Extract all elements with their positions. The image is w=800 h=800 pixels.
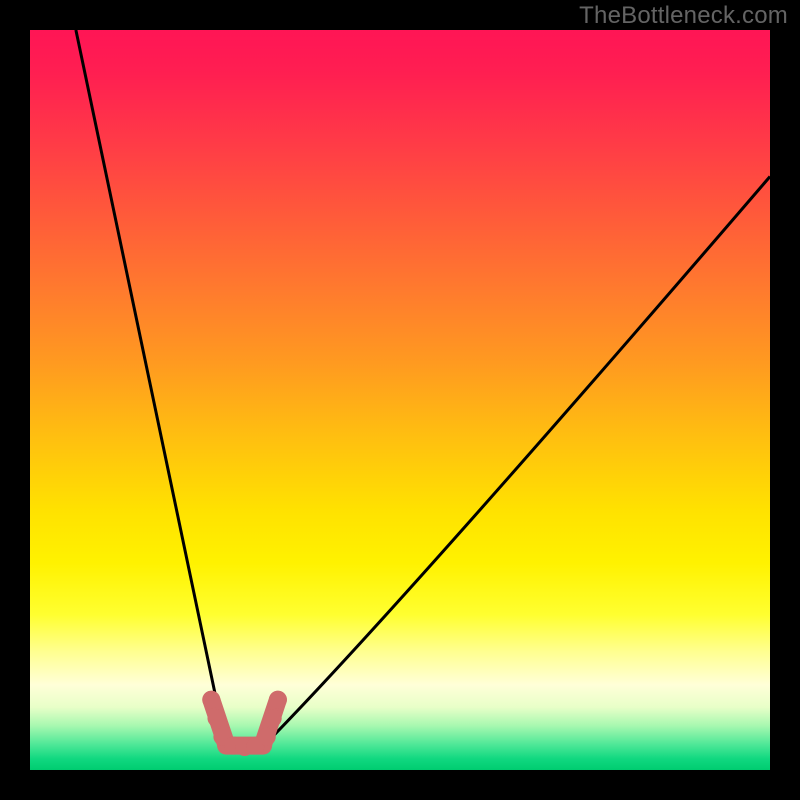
plot-area bbox=[30, 30, 770, 770]
gradient-background bbox=[30, 30, 770, 770]
watermark-label: TheBottleneck.com bbox=[579, 2, 788, 30]
chart-svg bbox=[30, 30, 770, 770]
